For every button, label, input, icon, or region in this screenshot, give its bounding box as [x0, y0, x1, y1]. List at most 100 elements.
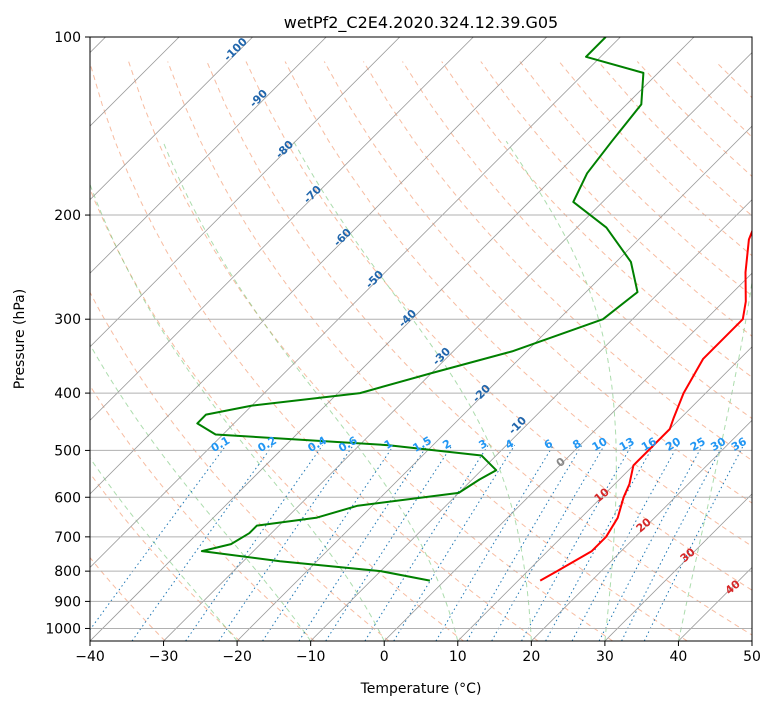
- mixing-ratio-label: 6: [542, 437, 555, 452]
- dry-adiabat: [90, 61, 539, 641]
- mixing-ratio-line: [185, 444, 324, 641]
- dry-adiabat: [90, 556, 166, 641]
- dry-adiabat: [128, 61, 613, 641]
- mixing-ratio-label: 8: [570, 437, 583, 452]
- dry-adiabat-label: -60: [331, 226, 354, 249]
- mixing-ratio-label: 20: [663, 435, 683, 454]
- dry-adiabat: [90, 187, 464, 641]
- mixing-ratio-line: [545, 444, 655, 641]
- dry-adiabat: [90, 291, 390, 641]
- mixing-ratio-line: [90, 444, 227, 631]
- dry-adiabat-label: -50: [363, 268, 386, 291]
- mixing-ratio-line: [364, 444, 489, 641]
- dry-adiabat: [480, 61, 752, 337]
- x-axis: −40 −30 −20 −10 0 10 20 30 40 50: [75, 641, 761, 665]
- mixing-ratio-label: 4: [503, 437, 516, 452]
- dry-adiabat-label: -40: [396, 307, 419, 330]
- mixing-ratio-line: [131, 444, 274, 641]
- chart-title: wetPf2_C2E4.2020.324.12.39.G05: [284, 13, 558, 33]
- dry-adiabat: [402, 61, 752, 420]
- x-tick-label: −30: [149, 649, 179, 665]
- isotherm: [310, 199, 752, 641]
- dry-adiabat-label: -70: [301, 183, 324, 206]
- mixing-ratio-label: 0.1: [209, 434, 232, 455]
- moist-adiabat-label: 30: [678, 545, 698, 565]
- x-tick-label: −10: [296, 649, 326, 665]
- mixing-ratio-label: 0.4: [305, 434, 329, 455]
- isotherm: [90, 37, 621, 569]
- y-tick-label: 1000: [45, 621, 81, 637]
- mixing-ratio-line: [325, 444, 453, 641]
- isotherm: [457, 346, 752, 641]
- y-tick-label: 600: [54, 490, 81, 506]
- mixing-ratio-line: [298, 444, 428, 641]
- dry-adiabat: [90, 472, 241, 641]
- moist-adiabat-label: 10: [592, 485, 612, 505]
- dry-adiabat: [323, 61, 752, 504]
- mixing-ratio-line: [571, 444, 679, 641]
- dry-adiabat-label: -10: [506, 414, 529, 437]
- x-tick-label: −40: [75, 649, 105, 665]
- mixing-ratio-label: 30: [708, 435, 728, 454]
- isotherm: [531, 419, 752, 641]
- dry-adiabat: [206, 61, 752, 636]
- y-tick-label: 900: [54, 594, 81, 610]
- isotherm: [90, 37, 253, 201]
- y-tick-label: 700: [54, 530, 81, 546]
- dry-adiabat: [558, 61, 752, 257]
- isotherm: [751, 640, 752, 641]
- dry-adiabat: [755, 62, 775, 642]
- mixing-ratio-label: 1.5: [410, 434, 433, 455]
- isotherm: [163, 51, 752, 641]
- dry-adiabat-label: -90: [247, 87, 270, 110]
- x-tick-label: 40: [670, 649, 688, 665]
- dry-adiabat: [167, 61, 688, 641]
- x-tick-label: −20: [222, 649, 252, 665]
- isotherm: [236, 125, 752, 641]
- x-axis-label: Temperature (°C): [360, 681, 482, 697]
- dry-adiabat: [245, 61, 752, 591]
- dry-adiabat: [90, 384, 315, 641]
- grid: [90, 36, 752, 629]
- series-line-1: [196, 37, 645, 582]
- mixing-ratio-label: 0.6: [336, 434, 360, 455]
- isotherm: [90, 37, 327, 274]
- dry-adiabat-label: -30: [430, 345, 453, 368]
- mixing-ratio-label: 13: [617, 435, 637, 454]
- mixing-ratio-label: 36: [729, 435, 749, 454]
- mixing-ratio-label: 16: [639, 435, 659, 454]
- x-tick-label: 20: [522, 649, 540, 665]
- mixing-ratio-label: 1: [382, 437, 395, 452]
- y-axis-label: Pressure (hPa): [12, 289, 28, 389]
- y-tick-label: 500: [54, 443, 81, 459]
- annotations: -100-90-80-70-60-50-40-30-20-100.1 0.2 0.4…: [209, 35, 749, 597]
- mixing-ratio-label: 2: [440, 437, 453, 452]
- moist-adiabat-label: 0: [554, 455, 568, 470]
- mixing-ratio-line: [218, 444, 354, 641]
- isotherm: [90, 37, 548, 495]
- moist-adiabat: [505, 140, 617, 641]
- dry-adiabat: [636, 61, 752, 177]
- moist-adiabat-label: 20: [634, 515, 654, 535]
- mixing-ratio-label: 25: [688, 435, 708, 454]
- y-axis: 100 200 300 400 500 600 700 800 900 1000: [45, 30, 90, 637]
- isotherm: [90, 37, 474, 421]
- y-tick-label: 200: [54, 208, 81, 224]
- y-tick-label: 400: [54, 386, 81, 402]
- mixing-ratio-line: [262, 444, 395, 641]
- dry-adiabat: [715, 61, 752, 99]
- isotherm: [90, 37, 401, 348]
- mixing-ratio-line: [435, 444, 554, 641]
- plot-frame: [89, 36, 753, 642]
- y-tick-label: 100: [54, 30, 81, 46]
- mixing-ratio-line: [521, 444, 633, 641]
- series-layer: [196, 37, 752, 582]
- background-lines: [90, 37, 775, 642]
- x-tick-label: 50: [743, 649, 761, 665]
- dry-adiabat: [519, 61, 752, 297]
- mixing-ratio-label: 10: [590, 435, 610, 454]
- dry-adiabat: [441, 61, 752, 378]
- isotherm: [383, 272, 752, 641]
- x-tick-label: 10: [449, 649, 467, 665]
